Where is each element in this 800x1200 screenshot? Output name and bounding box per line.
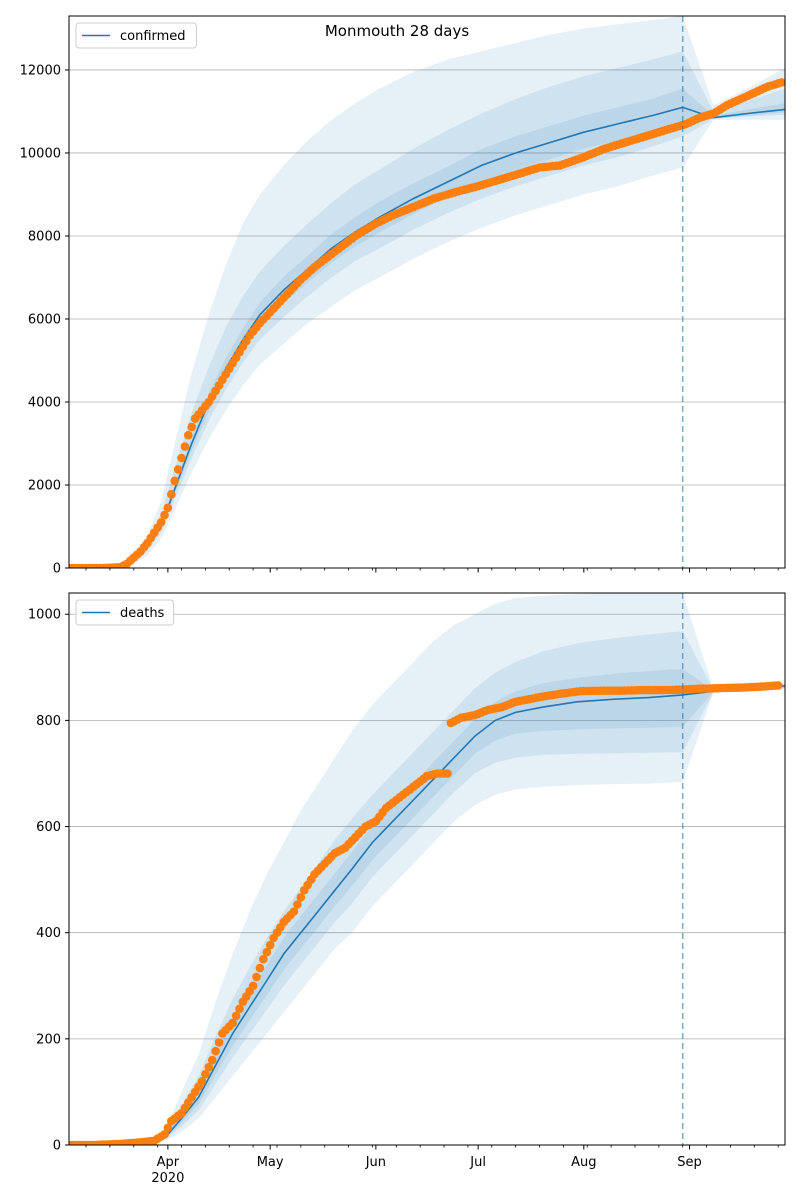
x-tick-label: Sep [677,1155,702,1170]
forecast-line [143,685,785,1145]
y-tick-label: 600 [36,820,61,835]
observed-point [248,981,258,991]
observed-point [201,1069,210,1079]
uncertainty-band-2 [120,51,785,568]
chart-title: Monmouth 28 days [325,22,470,40]
observed-point [197,1077,207,1086]
observed-point [163,503,173,513]
y-tick-label: 4000 [28,395,61,410]
observed-point [255,963,265,973]
observed-point [443,769,452,778]
plot-frame [68,15,786,569]
y-tick-label: 6000 [28,312,61,327]
uncertainty-band-1 [120,16,785,568]
y-tick-label: 8000 [28,229,61,244]
x-tick-label: May [257,1155,284,1170]
observed-point [207,1055,217,1065]
legend: deaths [75,599,175,626]
observed-point [187,422,196,432]
observed-point [262,947,272,957]
observed-point [160,1130,169,1139]
observed-point [293,900,302,909]
observed-point [211,1046,220,1056]
observed-point [167,490,176,499]
y-tick-label: 0 [53,562,61,577]
observed-point [235,1004,244,1014]
observed-point [259,954,268,964]
observed-point [289,907,299,916]
y-tick-label: 2000 [28,478,61,493]
plot-frame [68,592,786,1146]
y-tick-label: 0 [53,1139,61,1154]
y-tick-label: 200 [36,1032,61,1047]
observed-point [214,1038,224,1047]
observed-point [156,518,166,527]
legend-box [75,599,175,626]
panel-deaths: 0 200 400 600 800 1000 Apr May Jun Jul Aug Sep 2020 d… [28,592,786,1186]
observed-point [163,1123,173,1133]
x-tick-label: Apr [157,1155,180,1170]
legend-box [75,22,197,49]
y-tick-label: 1000 [28,608,61,623]
observed-point [173,465,183,474]
uncertainty-band-1 [144,593,785,1145]
observed-point [177,453,186,463]
legend-label: confirmed [120,29,186,44]
y-tick-label: 10000 [20,146,61,161]
y-tick-label: 800 [36,714,61,729]
x-tick-label: Jun [365,1155,386,1170]
x-tick-label: Aug [571,1155,596,1170]
panel-confirmed: 0 2000 4000 6000 8000 10000 12000 confirmed [20,15,786,577]
observed-point [777,78,785,87]
observed-point [170,476,179,486]
y-tick-label: 12000 [20,63,61,78]
observed-point [160,510,169,520]
legend-label: deaths [120,606,165,621]
x-year-label: 2020 [151,1171,184,1186]
observed-point [180,442,190,451]
uncertainty-band-3 [144,668,785,1145]
plot-area [69,593,785,1145]
observed-point [773,681,783,690]
observed-point [204,1062,214,1072]
uncertainty-band-2 [144,631,785,1145]
observed-point [184,430,193,440]
observed-point [296,893,306,902]
observed-point [252,972,261,982]
observed-point [231,1011,241,1021]
observed-point [265,940,275,950]
observed-point [228,1018,237,1028]
x-tick-label: Jul [469,1155,486,1170]
y-tick-label: 400 [36,926,61,941]
legend: confirmed [75,22,197,49]
plot-area [69,16,785,568]
